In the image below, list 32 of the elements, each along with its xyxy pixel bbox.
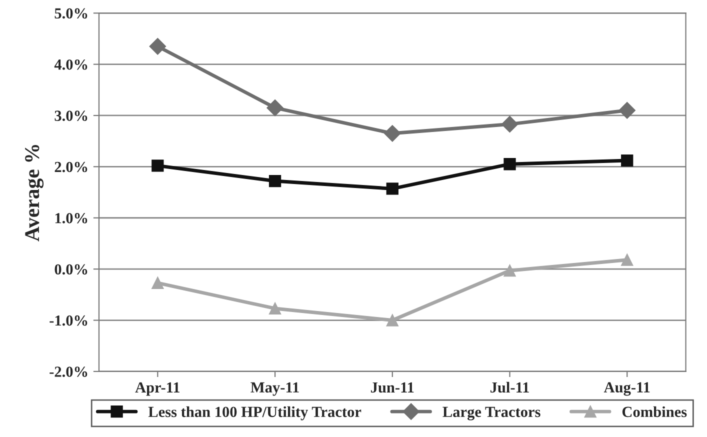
y-tick-label: 3.0% xyxy=(54,110,88,122)
point xyxy=(504,264,516,277)
x-tick-label: Jun-11 xyxy=(370,382,414,393)
point xyxy=(268,302,282,315)
x-tick-label: Apr-11 xyxy=(135,382,180,396)
x-tick-label: Jul-11 xyxy=(490,382,529,393)
x-tick-label: Aug-11 xyxy=(604,382,650,396)
legend-label: Large Tractors xyxy=(442,406,540,420)
point xyxy=(504,158,516,170)
y-tick-label: 1.0% xyxy=(55,213,88,224)
point xyxy=(152,160,164,172)
y-tick-label: 2.0% xyxy=(54,162,88,172)
point xyxy=(266,99,284,116)
x-tick-label: May-11 xyxy=(250,382,299,396)
point xyxy=(268,174,282,188)
point xyxy=(152,276,164,289)
legend-label: Combines xyxy=(622,406,687,418)
y-tick-label: -2.0% xyxy=(50,366,88,377)
point xyxy=(386,182,398,195)
point xyxy=(621,154,634,167)
point xyxy=(386,314,398,326)
y-tick-label: 5.0% xyxy=(54,8,88,19)
y-tick-label: 0.0% xyxy=(54,264,88,275)
point xyxy=(149,38,166,55)
y-axis-title: Average % xyxy=(25,144,44,242)
legend-label: Less than 100 HP/Utility Tractor xyxy=(148,406,362,420)
point xyxy=(618,102,636,119)
point xyxy=(384,125,401,142)
y-tick-label: 4.0% xyxy=(54,59,88,70)
point xyxy=(621,254,634,266)
y-tick-label: -1.0% xyxy=(50,315,88,326)
point xyxy=(501,116,518,133)
